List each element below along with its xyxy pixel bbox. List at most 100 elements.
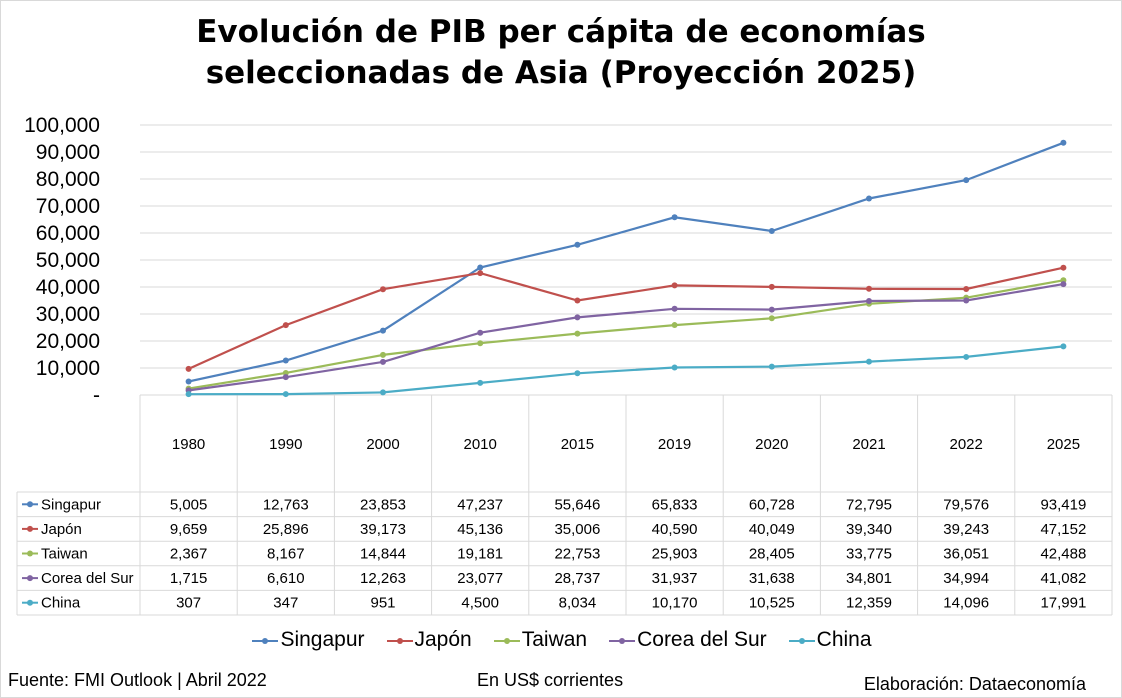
data-point-Corea del Sur — [963, 297, 970, 304]
data-point-China — [963, 353, 970, 360]
table-cell-value: 72,795 — [846, 496, 892, 513]
table-row-name: Taiwan — [41, 546, 88, 563]
data-point-Corea del Sur — [574, 314, 581, 321]
data-point-China — [185, 391, 192, 398]
legend-label: China — [816, 628, 872, 652]
data-point-Corea del Sur — [282, 374, 289, 381]
y-tick-label: 10,000 — [36, 357, 100, 380]
table-cell-value: 41,082 — [1040, 570, 1086, 587]
table-cell-value: 12,263 — [360, 570, 406, 587]
table-cell-value: 6,610 — [267, 570, 305, 587]
series-line-China — [188, 345, 1064, 396]
legend-key — [493, 637, 520, 644]
table-cell-value: 39,340 — [846, 521, 892, 538]
table-cell-value: 25,903 — [652, 546, 698, 563]
data-point-Singapur — [282, 357, 289, 364]
table-cell-value: 8,034 — [559, 595, 597, 612]
data-point-Singapur — [477, 264, 484, 271]
table-cell-value: 33,775 — [846, 546, 892, 563]
legend-key-marker — [503, 637, 510, 644]
table-cell-value: 28,737 — [554, 570, 600, 587]
data-point-Corea del Sur — [866, 298, 872, 305]
data-point-Singapur — [1060, 139, 1067, 146]
legend-label: Singapur — [280, 628, 365, 652]
table-cell-value: 307 — [176, 595, 201, 612]
table-legend-key-marker — [27, 501, 33, 508]
series-line-Corea del Sur — [188, 283, 1064, 392]
data-point-Taiwan — [282, 369, 289, 376]
data-point-Japón — [963, 286, 970, 293]
x-category-label: 2010 — [464, 436, 497, 453]
legend-item: Taiwan — [492, 628, 587, 652]
table-cell-value: 951 — [370, 595, 395, 612]
data-point-Singapur — [185, 378, 192, 385]
data-point-Taiwan — [671, 322, 678, 329]
legend-key — [386, 637, 413, 644]
table-cell-value: 17,991 — [1040, 595, 1086, 612]
table-cell-value: 79,576 — [943, 496, 989, 513]
table-cell-value: 14,844 — [360, 546, 406, 563]
credit-note: Elaboración: Dataeconomía — [863, 674, 1086, 694]
table-cell-value: 60,728 — [749, 496, 795, 513]
legend-item: Japón — [385, 628, 472, 652]
data-point-China — [768, 363, 775, 370]
data-point-Singapur — [768, 228, 775, 235]
data-point-Taiwan — [380, 351, 386, 358]
y-tick-label: 70,000 — [36, 195, 100, 218]
x-category-label: 1990 — [269, 436, 302, 453]
table-cell-value: 1,715 — [170, 570, 208, 587]
data-point-Japón — [1060, 264, 1067, 271]
table-cell-value: 31,937 — [652, 570, 698, 587]
table-legend-key-marker — [27, 575, 33, 582]
table-cell-value: 40,590 — [652, 521, 698, 538]
table-cell-value: 10,525 — [749, 595, 795, 612]
y-tick-label: 50,000 — [36, 249, 100, 272]
table-row-name: China — [41, 595, 81, 612]
x-category-label: 2015 — [561, 436, 594, 453]
data-point-Japón — [380, 286, 386, 293]
legend-key-marker — [619, 637, 626, 644]
table-cell-value: 10,170 — [652, 595, 698, 612]
table-cell-value: 19,181 — [457, 546, 503, 563]
table-cell-value: 23,853 — [360, 496, 406, 513]
table-cell-value: 93,419 — [1040, 496, 1086, 513]
table-cell-value: 45,136 — [457, 521, 503, 538]
x-category-label: 2000 — [366, 436, 399, 453]
data-point-Corea del Sur — [380, 358, 386, 365]
data-point-Japón — [866, 285, 872, 292]
table-cell-value: 39,173 — [360, 521, 406, 538]
table-cell-value: 4,500 — [461, 595, 499, 612]
data-point-Singapur — [963, 177, 970, 184]
table-row-name: Japón — [41, 521, 82, 538]
legend-key — [788, 637, 815, 644]
x-category-label: 2019 — [658, 436, 691, 453]
units-note: En US$ corrientes — [477, 670, 624, 690]
data-point-Japón — [185, 365, 192, 372]
y-tick-label: 20,000 — [36, 330, 100, 353]
table-cell-value: 55,646 — [554, 496, 600, 513]
table-cell-value: 23,077 — [457, 570, 503, 587]
data-point-Japón — [574, 297, 581, 304]
legend-item: Corea del Sur — [607, 628, 767, 652]
source-note: Fuente: FMI Outlook | Abril 2022 — [8, 670, 267, 690]
data-point-Japón — [477, 270, 484, 277]
table-cell-value: 47,152 — [1040, 521, 1086, 538]
data-point-Singapur — [866, 195, 872, 202]
table-row-name: Singapur — [41, 496, 101, 513]
data-point-Taiwan — [768, 315, 775, 322]
data-point-Corea del Sur — [671, 305, 678, 312]
chart-title: Evolución de PIB per cápita de economías… — [0, 12, 1122, 94]
y-tick-label: 100,000 — [24, 114, 100, 137]
series-line-Singapur — [188, 141, 1064, 383]
data-point-China — [671, 364, 678, 371]
table-cell-value: 31,638 — [749, 570, 795, 587]
legend-label: Japón — [414, 628, 472, 652]
data-point-Corea del Sur — [477, 329, 484, 336]
table-cell-value: 39,243 — [943, 521, 989, 538]
table-cell-value: 34,994 — [943, 570, 989, 587]
data-point-Taiwan — [574, 330, 581, 337]
legend-item: Singapur — [250, 628, 365, 652]
legend-item: China — [787, 628, 872, 652]
table-legend-key-marker — [27, 599, 33, 606]
